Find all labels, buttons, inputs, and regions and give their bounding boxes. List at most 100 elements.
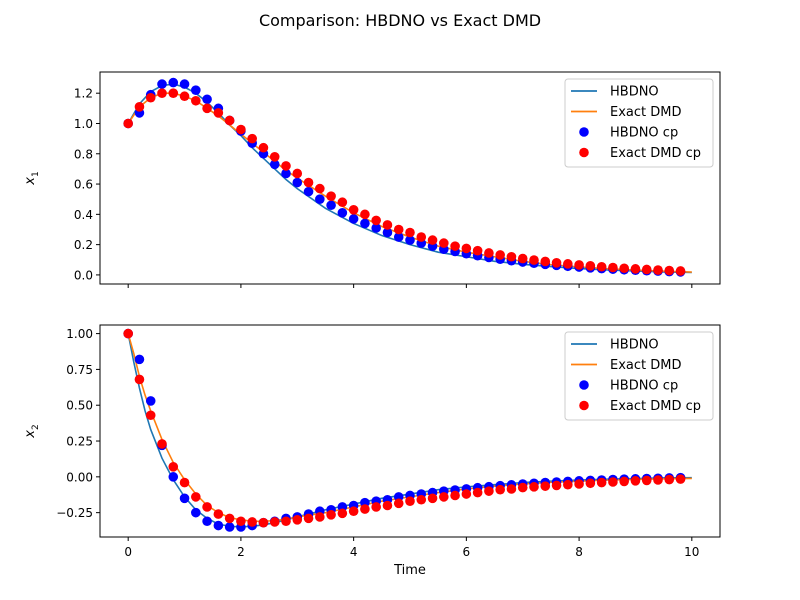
data-point (247, 133, 257, 144)
data-point (191, 507, 201, 518)
plot-area (123, 77, 692, 277)
data-point (157, 88, 167, 98)
data-point (168, 472, 179, 482)
data-point (540, 481, 551, 491)
data-point (506, 484, 517, 494)
data-point (224, 522, 235, 532)
data-point (450, 490, 460, 501)
legend-label: HBDNO (610, 85, 659, 100)
y-tick-label: 1.00 (66, 327, 93, 341)
data-point (405, 227, 415, 238)
data-point (337, 208, 348, 218)
data-point (134, 354, 145, 365)
data-point (145, 92, 156, 103)
y-axis-label-main: x (23, 430, 38, 439)
data-point (529, 255, 539, 265)
y-tick-label: 0.4 (74, 208, 93, 222)
data-point (236, 124, 246, 135)
data-point (213, 520, 224, 531)
data-point (439, 492, 449, 502)
data-point (371, 215, 381, 226)
data-point (653, 265, 663, 275)
data-point (393, 232, 404, 242)
legend-item: HBDNO cp (579, 379, 678, 394)
data-point (213, 509, 224, 519)
legend-label: Exact DMD (610, 105, 682, 120)
data-point (281, 161, 291, 171)
data-point (202, 103, 212, 114)
data-point (292, 177, 303, 188)
data-point (619, 476, 629, 487)
data-point (585, 478, 596, 489)
legend-label: HBDNO cp (610, 379, 678, 394)
axes-frame (99, 71, 721, 285)
data-point (450, 241, 460, 251)
y-tick-label: 0.2 (74, 238, 93, 252)
data-point (461, 489, 472, 499)
legend-item: HBDNO cp (579, 126, 678, 141)
data-point (608, 262, 618, 273)
legend-label: HBDNO cp (610, 126, 678, 141)
data-point (123, 328, 133, 339)
data-point (484, 486, 494, 496)
data-point (292, 168, 303, 179)
data-point (405, 496, 415, 506)
data-point (551, 258, 562, 268)
x-axis-label: Time (393, 563, 426, 578)
data-point (619, 263, 629, 274)
data-point (236, 516, 246, 527)
data-point (326, 510, 336, 520)
data-point (326, 191, 336, 201)
data-point (630, 264, 641, 274)
data-point (371, 223, 381, 233)
data-point (427, 235, 438, 245)
data-point (608, 477, 618, 487)
axes-frame (99, 324, 721, 538)
data-point (213, 108, 224, 118)
legend-marker-swatch (579, 380, 589, 390)
y-tick-label: 0.00 (66, 470, 93, 484)
data-point (596, 477, 607, 488)
data-point (258, 517, 269, 528)
data-point (540, 256, 551, 267)
data-point (360, 209, 370, 220)
y-tick-label: 1.2 (74, 87, 93, 101)
plot-area (123, 328, 692, 532)
data-point (574, 260, 584, 270)
data-point (495, 484, 505, 495)
data-point (269, 159, 280, 170)
data-point (472, 487, 483, 498)
data-point (179, 91, 190, 102)
y-tick-label: −0.25 (56, 506, 93, 520)
data-point (179, 493, 190, 504)
y-axis-label-sub: 2 (31, 424, 41, 430)
data-point (292, 515, 303, 525)
data-point (224, 115, 235, 126)
data-point (360, 218, 370, 229)
data-point (461, 243, 472, 254)
y-axis-label: x1 (23, 171, 41, 185)
data-point (641, 264, 652, 275)
data-point (224, 513, 235, 524)
data-point (303, 177, 314, 188)
data-point (563, 479, 573, 490)
legend-label: HBDNO (610, 338, 659, 353)
data-point (337, 197, 348, 208)
data-point (484, 248, 494, 258)
data-point (517, 253, 528, 264)
data-point (145, 396, 156, 406)
data-point (157, 79, 167, 89)
data-point (551, 480, 562, 491)
x-tick-label: 2 (237, 545, 245, 559)
data-point (495, 250, 505, 260)
data-point (315, 183, 325, 194)
data-point (179, 477, 190, 488)
y-tick-label: 0.25 (66, 435, 93, 449)
legend-label: Exact DMD cp (610, 399, 701, 414)
legend-item: Exact DMD (571, 105, 682, 120)
data-point (675, 266, 686, 276)
data-point (348, 205, 359, 215)
data-point (574, 479, 584, 489)
legend: HBDNO Exact DMD HBDNO cp Exact DMD cp (564, 331, 714, 421)
